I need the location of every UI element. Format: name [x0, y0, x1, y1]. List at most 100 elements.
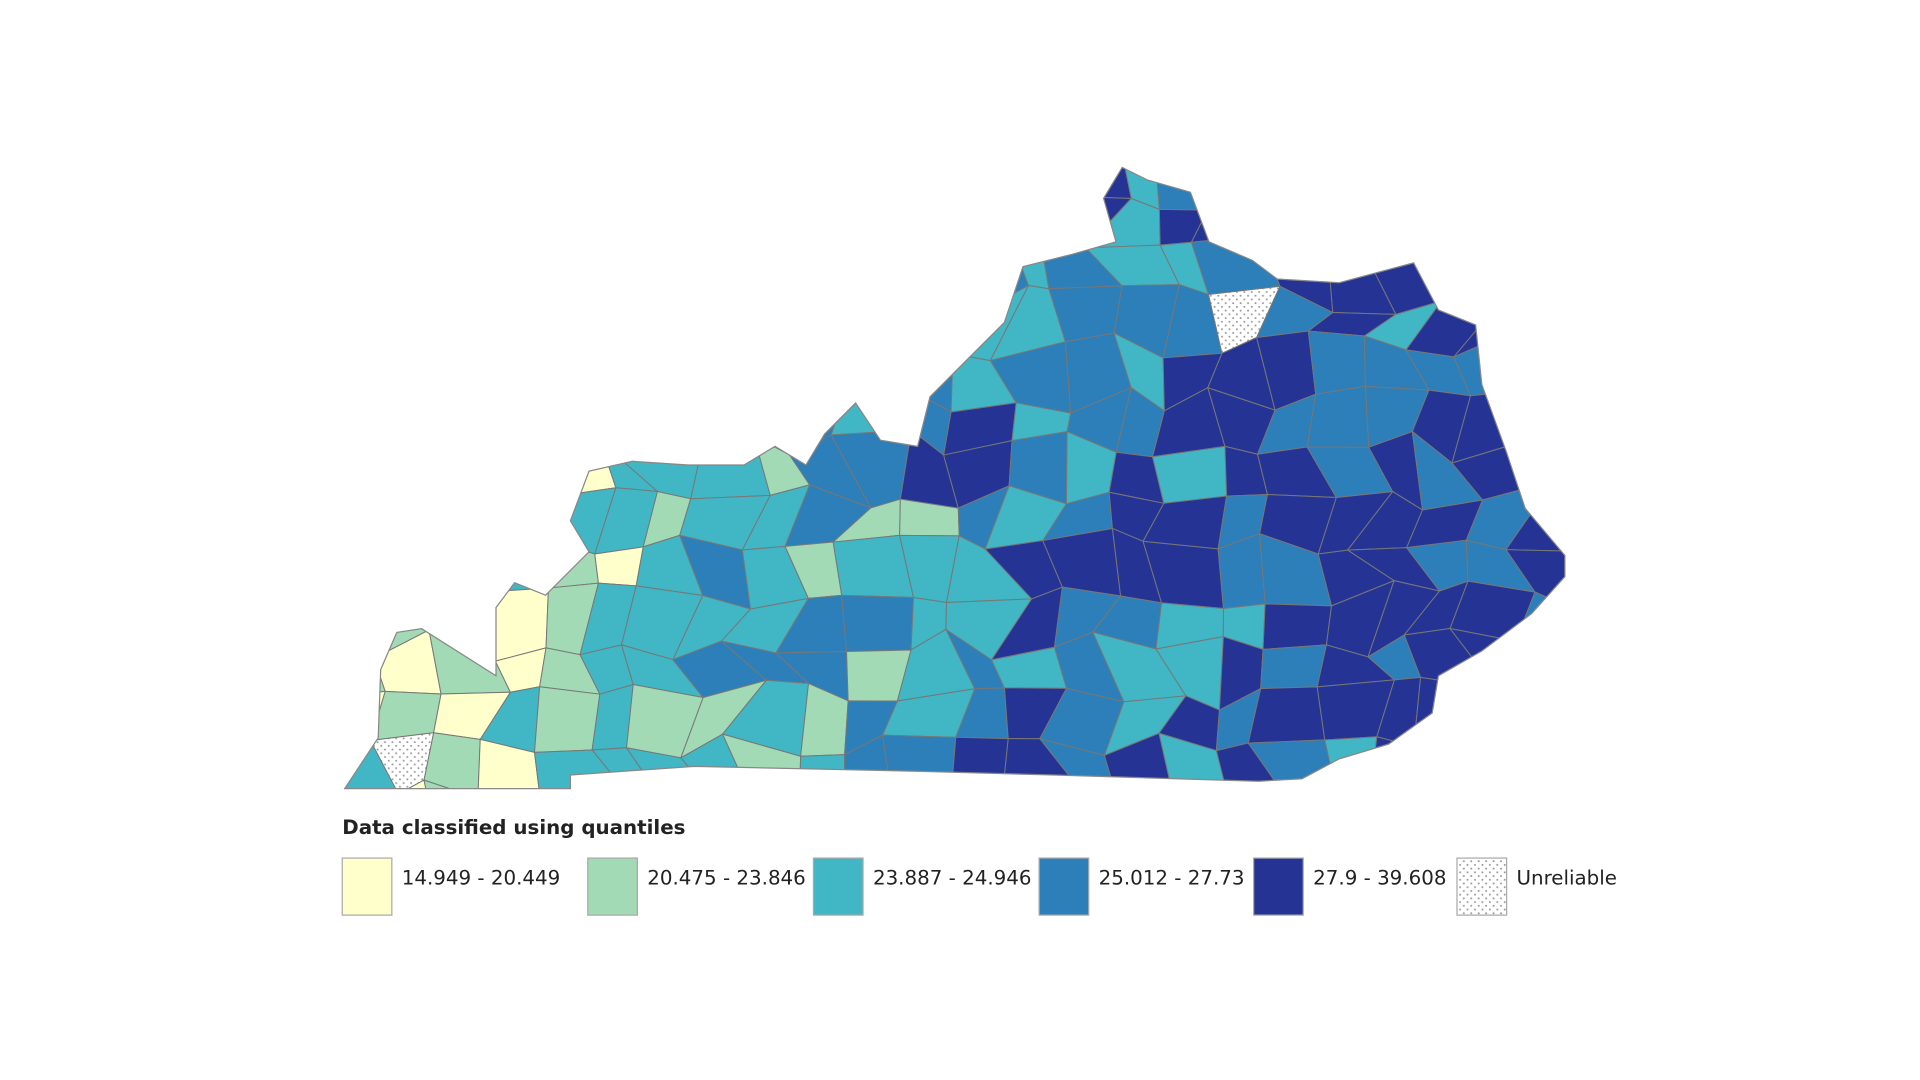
county	[694, 232, 753, 302]
county	[344, 690, 386, 750]
county	[373, 206, 454, 261]
county	[841, 594, 914, 652]
county	[344, 194, 377, 260]
legend-label: 20.475 - 23.846	[647, 867, 806, 890]
county	[945, 193, 1032, 254]
county	[893, 796, 951, 856]
county	[466, 391, 535, 460]
county	[1514, 328, 1565, 404]
county	[382, 555, 443, 603]
county	[1521, 729, 1565, 789]
county	[1576, 580, 1652, 641]
county	[781, 167, 869, 201]
county	[423, 446, 491, 512]
county	[1632, 631, 1691, 698]
county	[1624, 784, 1696, 837]
county	[1475, 687, 1523, 737]
county	[1567, 782, 1634, 847]
county	[1361, 190, 1430, 250]
county	[837, 283, 911, 360]
county	[635, 167, 719, 195]
county	[481, 535, 550, 593]
county	[800, 182, 869, 259]
county	[583, 380, 635, 464]
county	[1627, 399, 1687, 445]
county	[435, 212, 500, 247]
county	[694, 180, 768, 251]
county	[427, 556, 493, 593]
county	[837, 329, 911, 386]
county	[950, 736, 1009, 789]
county	[736, 806, 800, 841]
legend: Data classified using quantiles 14.949 -…	[341, 816, 1617, 916]
county	[477, 738, 542, 789]
county	[1462, 206, 1550, 260]
county	[367, 167, 454, 214]
county	[583, 280, 658, 352]
county	[1476, 791, 1548, 845]
county	[1151, 445, 1228, 504]
county	[486, 167, 558, 214]
county	[344, 547, 389, 604]
county	[1412, 735, 1477, 789]
county	[650, 280, 697, 363]
legend-swatch	[341, 857, 393, 916]
county	[1008, 194, 1054, 243]
county	[530, 200, 602, 252]
county	[1526, 243, 1565, 316]
county	[344, 292, 385, 362]
county	[747, 333, 804, 409]
county	[427, 498, 493, 559]
county	[1260, 644, 1328, 690]
county	[753, 404, 803, 456]
county	[1517, 687, 1565, 752]
county	[1371, 778, 1437, 789]
county	[995, 167, 1062, 197]
county	[382, 498, 448, 558]
county	[486, 212, 558, 252]
county	[1570, 244, 1657, 314]
county	[1461, 167, 1550, 209]
county	[1515, 640, 1565, 702]
county	[1301, 778, 1377, 789]
county	[1514, 287, 1565, 364]
county	[638, 180, 719, 251]
county	[524, 287, 590, 352]
county	[411, 285, 496, 364]
county	[1622, 141, 1696, 211]
county	[344, 601, 389, 659]
legend-label: 25.012 - 27.73	[1099, 867, 1245, 890]
county	[1092, 787, 1173, 789]
county	[436, 242, 496, 288]
county	[1315, 190, 1389, 265]
county	[1554, 354, 1565, 404]
county	[1461, 238, 1550, 306]
county	[826, 194, 917, 243]
county	[371, 286, 453, 363]
county	[1574, 691, 1643, 750]
county	[1259, 212, 1330, 266]
county	[798, 754, 846, 789]
county	[690, 394, 771, 440]
county	[1632, 580, 1684, 631]
legend-label: Unreliable	[1517, 867, 1617, 890]
county-layer	[344, 141, 1707, 859]
county	[824, 167, 917, 201]
county	[802, 283, 859, 336]
county	[544, 167, 602, 214]
county	[437, 167, 500, 214]
county	[1416, 194, 1481, 241]
county	[524, 336, 590, 409]
county	[1267, 792, 1339, 859]
county	[836, 785, 909, 789]
county	[344, 477, 402, 557]
county	[1052, 167, 1132, 200]
county	[1428, 786, 1480, 789]
county	[747, 286, 812, 336]
county	[1555, 398, 1565, 450]
county	[1609, 292, 1707, 355]
state-outline	[343, 166, 1566, 790]
county	[1157, 787, 1232, 789]
county	[1324, 736, 1378, 789]
county	[1574, 736, 1623, 788]
